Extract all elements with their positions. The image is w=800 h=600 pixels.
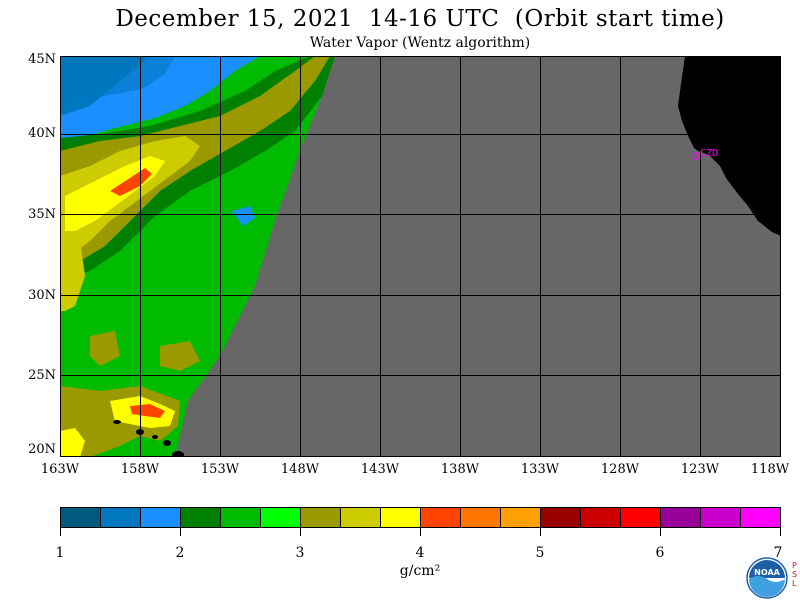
colorbar-segment	[141, 508, 181, 527]
colorbar-segment	[541, 508, 581, 527]
lon-label-118w: 118W	[750, 462, 790, 477]
lat-label-30n: 30N	[28, 288, 56, 303]
colorbar-segment	[101, 508, 141, 527]
colorbar-segment	[421, 508, 461, 527]
station-label: CZD	[700, 148, 718, 159]
lon-label-163w: 163W	[40, 462, 80, 477]
colorbar-segment	[181, 508, 221, 527]
colorbar-tick-mark	[660, 528, 661, 536]
colorbar-segment	[261, 508, 301, 527]
colorbar-tick-label: 6	[655, 545, 665, 561]
colorbar-segment	[501, 508, 541, 527]
lat-label-40n: 40N	[28, 126, 56, 141]
lon-label-138w: 138W	[440, 462, 480, 477]
colorbar-tick-label: 4	[415, 545, 425, 561]
colorbar-tick-mark	[60, 528, 61, 536]
colorbar-segment	[221, 508, 261, 527]
lon-label-143w: 143W	[360, 462, 400, 477]
chart-title: December 15, 2021 14-16 UTC (Orbit start…	[115, 6, 725, 32]
colorbar-segment	[461, 508, 501, 527]
colorbar-tick-label: 1	[55, 545, 65, 561]
colorbar-segment	[661, 508, 701, 527]
colorbar-segment	[381, 508, 421, 527]
colorbar-segment	[341, 508, 381, 527]
lon-label-128w: 128W	[600, 462, 640, 477]
colorbar-segment	[621, 508, 661, 527]
colorbar-tick-mark	[780, 528, 781, 536]
lon-label-123w: 123W	[680, 462, 720, 477]
lon-label-148w: 148W	[280, 462, 320, 477]
colorbar-unit-label: g/cm²	[399, 563, 441, 579]
lat-lon-grid	[60, 56, 781, 457]
colorbar-tick-label: 3	[295, 545, 305, 561]
noaa-logo-text: NOAA	[754, 568, 780, 577]
lon-label-158w: 158W	[120, 462, 160, 477]
colorbar-tick-mark	[420, 528, 421, 536]
noaa-logo-icon[interactable]: NOAA	[746, 557, 788, 599]
colorbar-tick-label: 7	[773, 545, 783, 561]
map-border	[60, 56, 781, 457]
colorbar-tick-mark	[300, 528, 301, 536]
colorbar-segment	[701, 508, 741, 527]
colorbar-tick-mark	[540, 528, 541, 536]
lat-label-35n: 35N	[28, 207, 56, 222]
colorbar-segment	[741, 508, 780, 527]
station-marker-icon	[692, 152, 700, 160]
lat-label-20n: 20N	[28, 442, 56, 457]
colorbar-tick-mark	[180, 528, 181, 536]
water-vapor-map: CZD	[60, 56, 781, 457]
lon-label-153w: 153W	[200, 462, 240, 477]
lat-label-25n: 25N	[28, 368, 56, 383]
colorbar	[60, 507, 781, 528]
colorbar-segment	[61, 508, 101, 527]
colorbar-segment	[581, 508, 621, 527]
colorbar-segment	[301, 508, 341, 527]
lat-label-45n: 45N	[28, 52, 56, 67]
colorbar-tick-label: 5	[535, 545, 545, 561]
map-canvas: CZD	[60, 56, 781, 457]
lon-label-133w: 133W	[520, 462, 560, 477]
land-area	[678, 56, 781, 236]
colorbar-tick-label: 2	[175, 545, 185, 561]
chart-subtitle: Water Vapor (Wentz algorithm)	[309, 35, 531, 51]
